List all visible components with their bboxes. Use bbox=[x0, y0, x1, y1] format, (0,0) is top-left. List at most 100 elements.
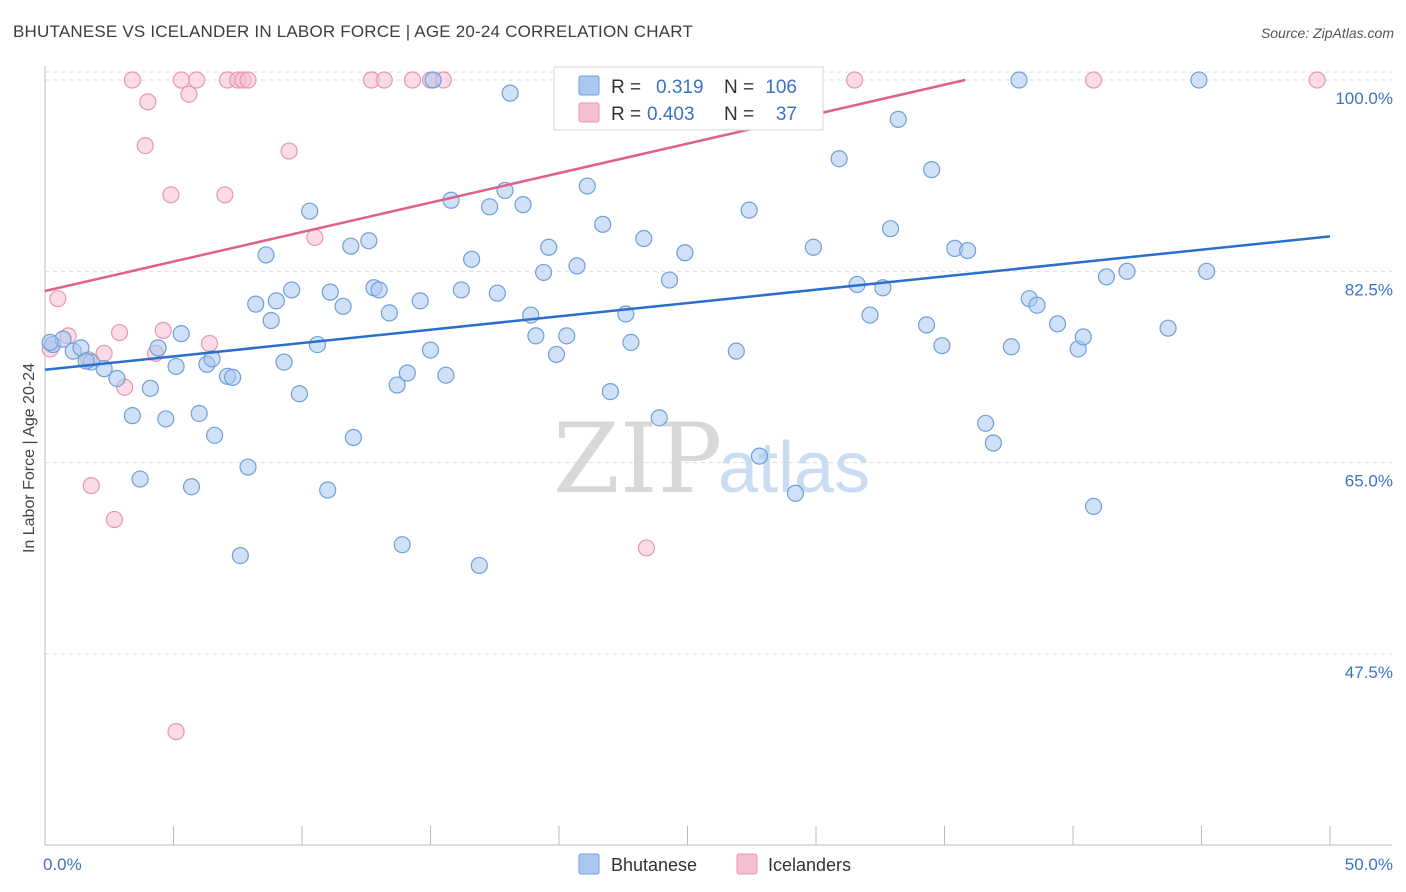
bhutanese-point bbox=[108, 369, 126, 388]
bhutanese-point bbox=[157, 410, 175, 428]
bhutanese-point bbox=[411, 292, 429, 310]
bhutanese-point bbox=[1048, 315, 1067, 333]
legend-n-label-bhutanese: N = bbox=[724, 77, 754, 98]
legend-n-label-icelanders: N = bbox=[724, 104, 754, 125]
bhutanese-point bbox=[283, 281, 301, 299]
x-tick-labels: 0.0% 50.0% bbox=[43, 855, 1393, 874]
bhutanese-point bbox=[547, 345, 566, 364]
legend-swatch-bhutanese bbox=[578, 853, 600, 875]
bhutanese-point bbox=[141, 379, 159, 397]
icelanders-point bbox=[306, 228, 324, 247]
watermark-zip: ZIP bbox=[553, 403, 722, 515]
legend-swatch-icelanders bbox=[736, 853, 758, 875]
stats-legend: R = 0.319 N = 106 R = 0.403 N = 37 bbox=[553, 66, 824, 131]
bhutanese-point bbox=[149, 339, 167, 357]
bhutanese-point bbox=[923, 161, 941, 179]
icelanders-point bbox=[375, 71, 393, 89]
bhutanese-point bbox=[452, 281, 470, 299]
bhutanese-point bbox=[172, 325, 190, 343]
bhutanese-point bbox=[290, 385, 309, 403]
bhutanese-point bbox=[257, 246, 275, 264]
bhutanese-point bbox=[262, 311, 280, 330]
bhutanese-point bbox=[41, 333, 59, 351]
bhutanese-point bbox=[750, 447, 769, 465]
icelanders-point bbox=[139, 93, 157, 111]
bhutanese-point bbox=[1002, 338, 1020, 356]
bhutanese-point bbox=[881, 220, 900, 238]
bhutanese-point bbox=[650, 409, 668, 427]
icelanders-point bbox=[216, 186, 234, 204]
legend-r-value-icelanders: 0.403 bbox=[647, 104, 695, 125]
icelanders-point bbox=[1308, 71, 1326, 89]
bhutanese-point bbox=[421, 341, 440, 359]
legend-label-icelanders: Icelanders bbox=[768, 855, 851, 875]
bhutanese-point bbox=[388, 376, 406, 394]
icelanders-point bbox=[180, 85, 198, 103]
chart-source: Source: ZipAtlas.com bbox=[1260, 25, 1394, 41]
bhutanese-point bbox=[224, 368, 242, 386]
icelanders-point bbox=[167, 723, 185, 741]
bhutanese-point bbox=[568, 257, 586, 275]
icelanders-trendline bbox=[44, 78, 966, 293]
bhutanese-point bbox=[123, 407, 141, 425]
x-tick-label-min: 0.0% bbox=[43, 855, 82, 874]
bhutanese-point bbox=[190, 404, 208, 423]
bhutanese-point bbox=[594, 215, 612, 233]
bhutanese-point bbox=[481, 198, 499, 216]
series-legend: Bhutanese Icelanders bbox=[578, 853, 851, 875]
y-tick-label: 47.5% bbox=[1345, 663, 1393, 682]
icelanders-point bbox=[82, 477, 100, 495]
icelanders-point bbox=[637, 539, 655, 557]
bhutanese-point bbox=[424, 71, 442, 89]
bhutanese-point bbox=[463, 250, 481, 268]
bhutanese-swatch bbox=[578, 75, 600, 96]
bhutanese-point bbox=[1028, 296, 1046, 314]
bhutanese-point bbox=[167, 357, 185, 376]
bhutanese-point bbox=[301, 202, 319, 220]
bhutanese-point bbox=[370, 281, 388, 299]
grid-lines bbox=[45, 71, 1392, 655]
bhutanese-point bbox=[534, 263, 553, 282]
bhutanese-point bbox=[917, 316, 936, 334]
bhutanese-point bbox=[727, 342, 745, 360]
icelanders-point bbox=[162, 186, 180, 204]
bhutanese-point bbox=[319, 481, 337, 499]
bhutanese-point bbox=[740, 201, 758, 219]
icelanders-point bbox=[200, 334, 219, 353]
bhutanese-point bbox=[601, 383, 620, 401]
x-tick-label-max: 50.0% bbox=[1345, 855, 1393, 874]
y-tick-label: 65.0% bbox=[1345, 472, 1393, 491]
bhutanese-point bbox=[342, 237, 360, 255]
bhutanese-point bbox=[558, 327, 576, 345]
bhutanese-point bbox=[334, 297, 352, 315]
bhutanese-point bbox=[203, 350, 221, 368]
bhutanese-point bbox=[393, 536, 411, 554]
bhutanese-point bbox=[984, 434, 1002, 452]
icelanders-point bbox=[172, 71, 190, 89]
icelanders-point bbox=[403, 71, 422, 89]
bhutanese-point bbox=[239, 458, 257, 476]
legend-label-bhutanese: Bhutanese bbox=[611, 855, 697, 875]
legend-n-value-icelanders: 37 bbox=[776, 104, 797, 125]
bhutanese-point bbox=[321, 283, 339, 301]
bhutanese-point bbox=[540, 238, 558, 256]
bhutanese-point bbox=[501, 84, 519, 102]
bhutanese-point bbox=[1118, 262, 1136, 280]
bhutanese-point bbox=[1074, 328, 1092, 346]
bhutanese-point bbox=[380, 304, 398, 322]
icelanders-point bbox=[280, 142, 298, 160]
bhutanese-point bbox=[527, 327, 545, 345]
bhutanese-point bbox=[635, 229, 653, 248]
bhutanese-point bbox=[959, 241, 977, 260]
y-tick-labels: 47.5% 65.0% 82.5% 100.0% bbox=[1335, 89, 1393, 682]
icelanders-point bbox=[239, 71, 257, 89]
bhutanese-point bbox=[1198, 262, 1216, 280]
bhutanese-point bbox=[1010, 71, 1028, 89]
y-tick-label: 100.0% bbox=[1335, 89, 1393, 108]
bhutanese-point bbox=[786, 484, 805, 502]
chart-title: BHUTANESE VS ICELANDER IN LABOR FORCE | … bbox=[13, 22, 694, 41]
icelanders-point bbox=[845, 71, 864, 89]
axes bbox=[44, 66, 1392, 846]
bhutanese-point bbox=[206, 426, 224, 444]
